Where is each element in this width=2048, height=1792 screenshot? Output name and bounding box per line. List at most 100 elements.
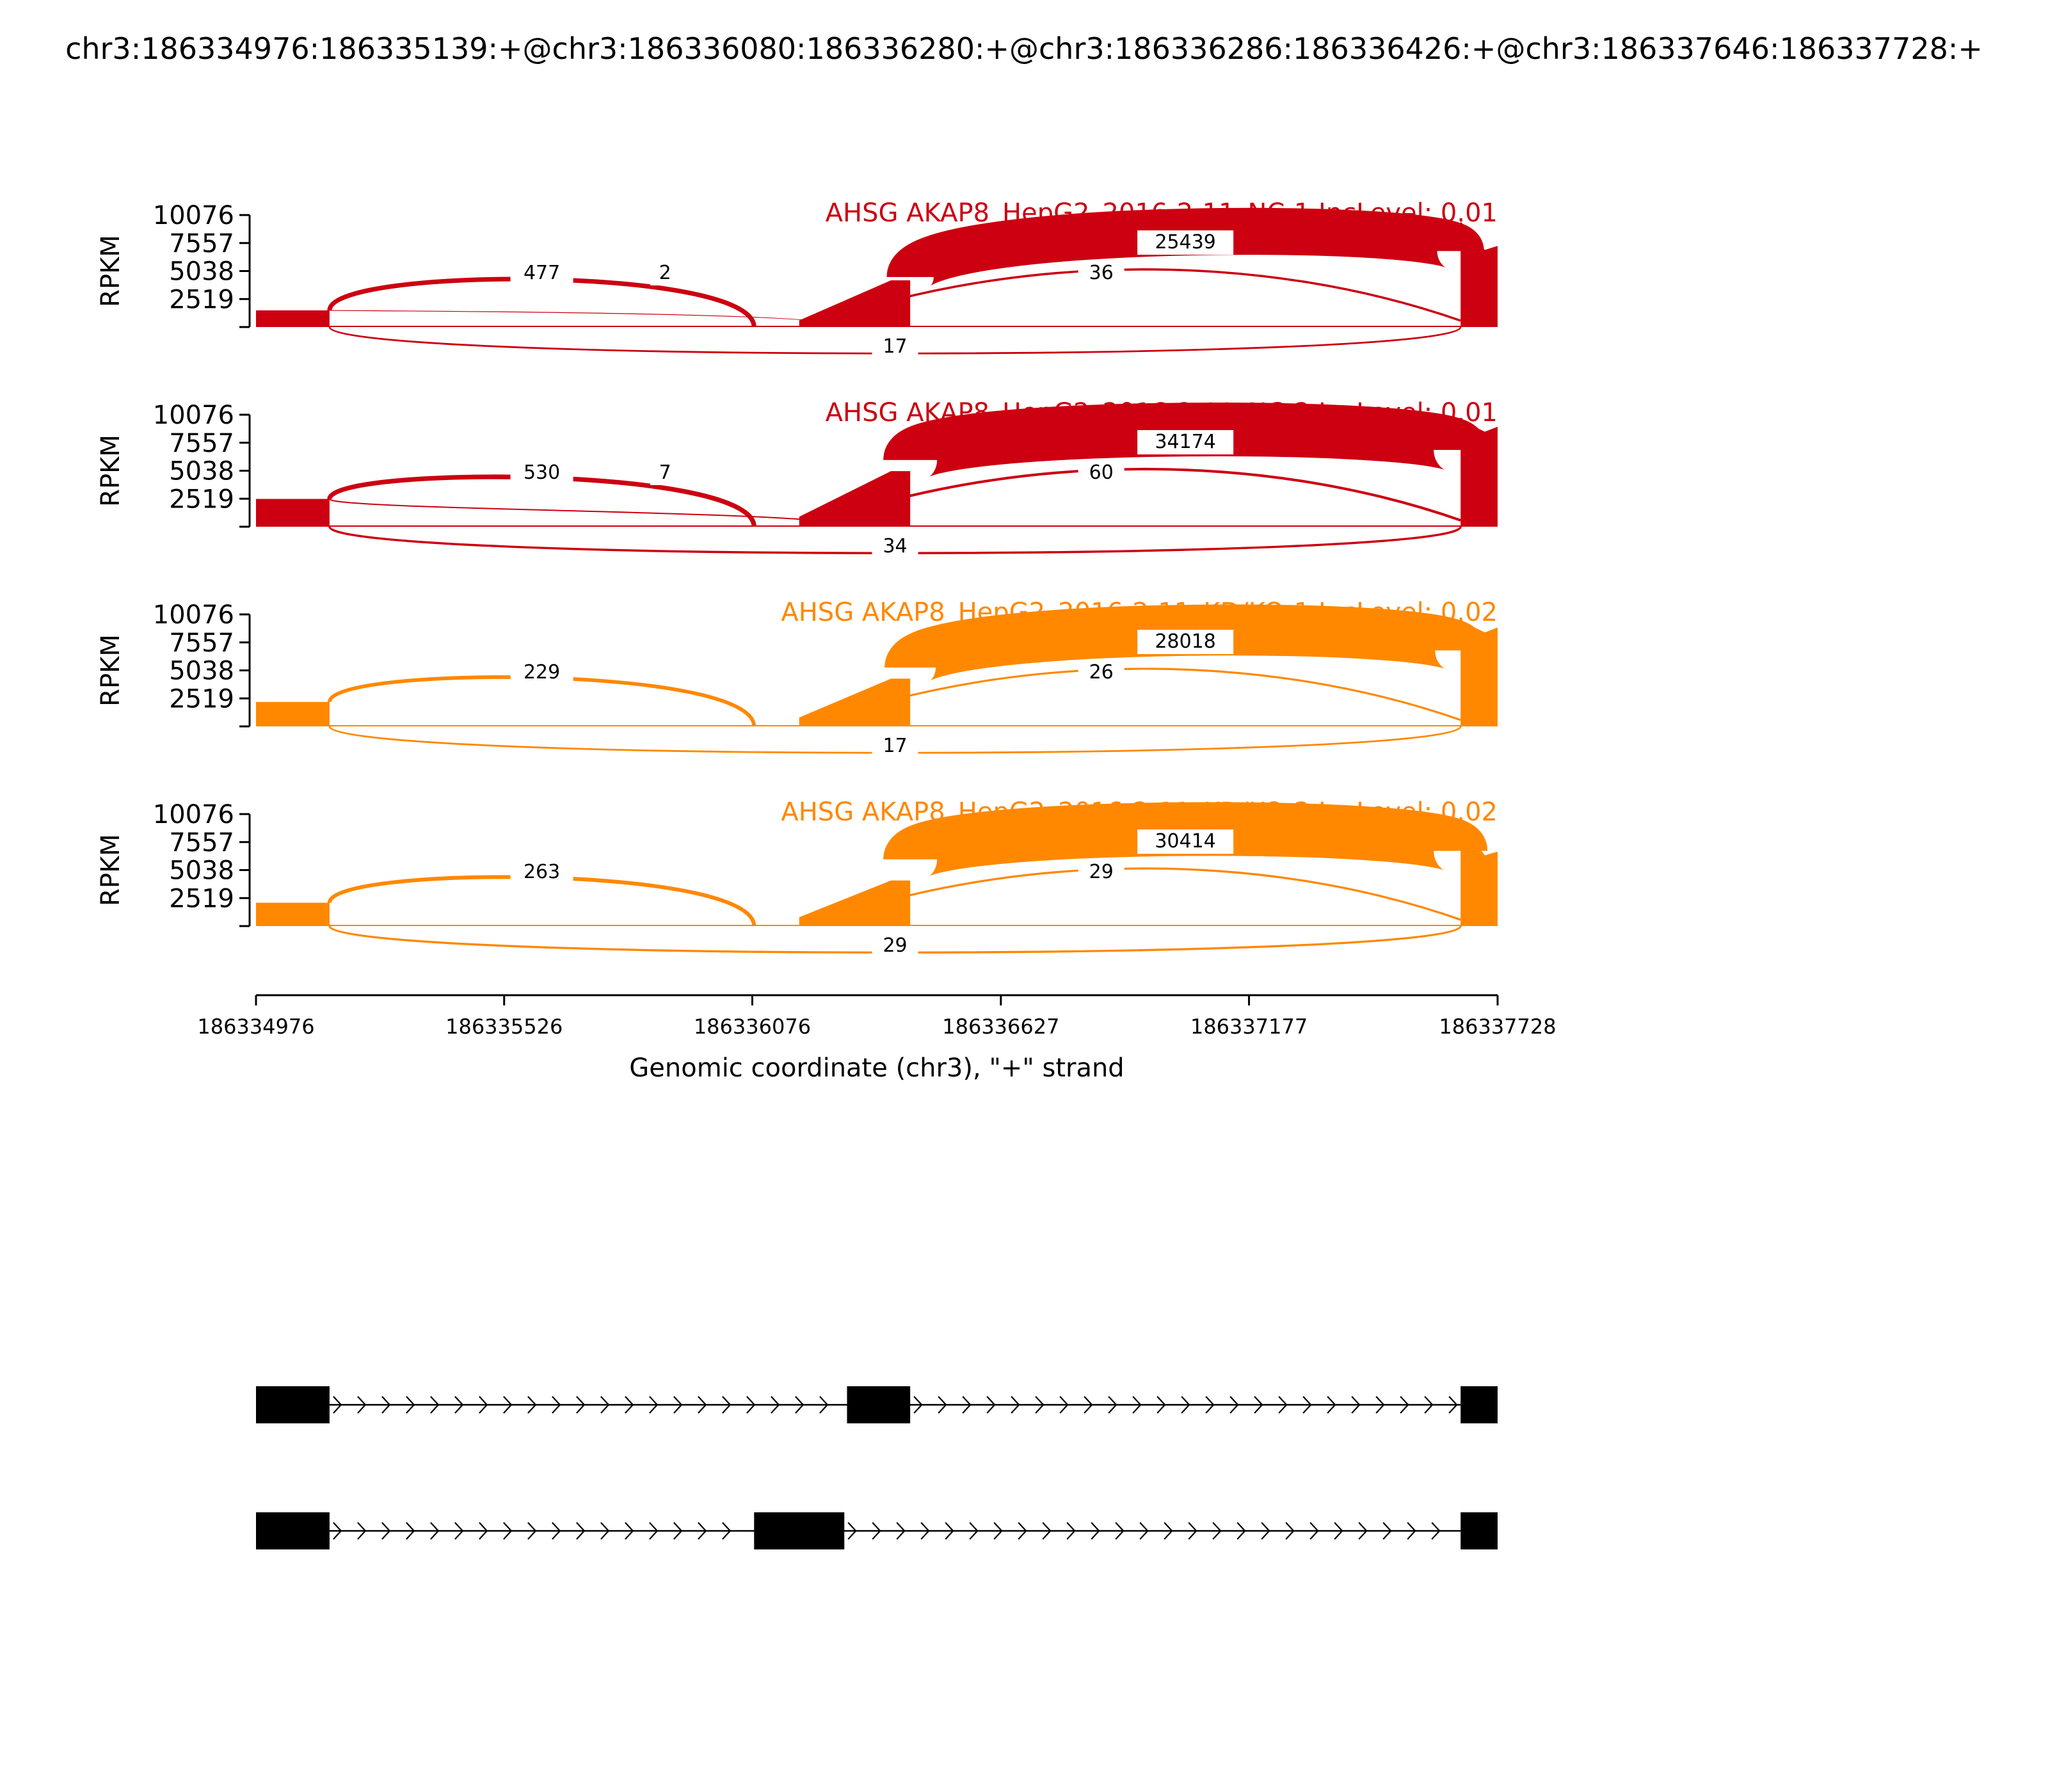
- strand-arrow: [1115, 1522, 1124, 1540]
- x-tick-label: 186337177: [1190, 1014, 1308, 1039]
- junction-label-box: [1137, 829, 1234, 854]
- isoform-track: [256, 1386, 1498, 1549]
- y-tick-label: 2519: [169, 684, 234, 714]
- strand-arrow: [847, 1522, 857, 1540]
- strand-arrow: [1084, 1396, 1093, 1414]
- coverage-exon2: [799, 880, 911, 926]
- strand-arrow: [1382, 1522, 1392, 1540]
- junction-arc: [844, 268, 1461, 322]
- strand-arrow: [986, 1396, 996, 1414]
- coverage-exon2: [799, 678, 911, 726]
- strand-arrow: [1164, 1522, 1173, 1540]
- strand-arrow: [1261, 1522, 1270, 1540]
- strand-arrow: [333, 1522, 342, 1540]
- junction-label-box: [510, 261, 573, 285]
- strand-arrow: [1188, 1522, 1197, 1540]
- strand-arrow: [1375, 1396, 1385, 1414]
- junction-arc: [844, 467, 1461, 522]
- coverage-exon1: [256, 701, 330, 726]
- strand-arrow: [625, 1522, 634, 1540]
- junction-count: 17: [883, 735, 907, 757]
- strand-arrow: [527, 1522, 537, 1540]
- strand-arrow: [1358, 1522, 1368, 1540]
- strand-arrow: [1205, 1396, 1215, 1414]
- y-axis-label: RPKM: [96, 634, 125, 707]
- y-tick-label: 5038: [169, 257, 234, 287]
- strand-arrow: [406, 1522, 415, 1540]
- junction-count: 36: [1089, 262, 1114, 284]
- junction-label-box: [510, 860, 573, 884]
- y-tick-label: 7557: [169, 429, 234, 458]
- strand-arrow: [722, 1522, 732, 1540]
- x-axis-label: Genomic coordinate (chr3), "+" strand: [629, 1053, 1124, 1083]
- y-tick-label: 10076: [153, 800, 234, 829]
- y-axis-label: RPKM: [96, 834, 125, 906]
- strand-arrow: [1035, 1396, 1044, 1414]
- exon-block: [256, 1512, 330, 1549]
- strand-arrow: [746, 1396, 756, 1414]
- exon-block: [847, 1386, 911, 1423]
- junction-arc: [327, 276, 756, 328]
- junction-label-box: [1137, 630, 1234, 654]
- strand-arrow: [454, 1522, 464, 1540]
- x-tick-label: 186334976: [197, 1014, 314, 1039]
- y-tick-label: 7557: [169, 229, 234, 259]
- junction-label-box: [650, 461, 680, 485]
- strand-arrow: [698, 1522, 707, 1540]
- y-axis-label: RPKM: [96, 435, 125, 507]
- y-tick-label: 2519: [169, 484, 234, 514]
- y-tick-label: 5038: [169, 657, 234, 686]
- strand-arrow: [872, 1522, 881, 1540]
- strand-arrow: [1018, 1522, 1027, 1540]
- isoform-2: [256, 1512, 1498, 1549]
- sample-panel: AHSG AKAP8_HepG2_2016-2-11_KD/KO-1 IncLe…: [96, 598, 1498, 758]
- strand-arrow: [406, 1396, 415, 1414]
- exon-block: [1460, 1512, 1498, 1549]
- y-tick-label: 10076: [153, 600, 234, 630]
- strand-arrow: [1327, 1396, 1336, 1414]
- strand-arrow: [962, 1396, 972, 1414]
- strand-arrow: [1407, 1522, 1416, 1540]
- strand-arrow: [1334, 1522, 1343, 1540]
- strand-arrow: [673, 1396, 683, 1414]
- strand-arrow: [819, 1396, 829, 1414]
- strand-arrow: [673, 1522, 683, 1540]
- junction-label-box: [1078, 660, 1124, 685]
- strand-arrow: [503, 1396, 513, 1414]
- coverage-exon2: [799, 471, 911, 527]
- x-tick-label: 186336627: [942, 1014, 1059, 1039]
- strand-arrow: [795, 1396, 804, 1414]
- x-tick-label: 186335526: [445, 1014, 563, 1039]
- junction-count: 530: [524, 461, 560, 484]
- junction-count: 29: [883, 934, 907, 957]
- strand-arrow: [1278, 1396, 1288, 1414]
- strand-arrow: [430, 1522, 440, 1540]
- junction-arc: [329, 310, 848, 328]
- y-tick-label: 5038: [169, 457, 234, 486]
- junction-count: 29: [1089, 861, 1114, 883]
- junction-count: 34174: [1155, 431, 1215, 453]
- sample-panel: AHSG AKAP8_HepG2_2016-2-11_NC-1 IncLevel…: [96, 198, 1498, 359]
- x-tick-label: 186337728: [1439, 1014, 1556, 1039]
- strand-arrow: [1091, 1522, 1100, 1540]
- junction-count: 25439: [1155, 231, 1215, 253]
- y-tick-label: 2519: [169, 285, 234, 314]
- junction-count: 2: [659, 262, 671, 284]
- coverage-exon1: [256, 310, 330, 327]
- x-axis: Genomic coordinate (chr3), "+" strand 18…: [197, 994, 1556, 1083]
- strand-arrow: [896, 1522, 906, 1540]
- junction-count: 28018: [1155, 630, 1215, 653]
- strand-arrow: [1139, 1522, 1149, 1540]
- strand-arrow: [913, 1396, 923, 1414]
- strand-arrow: [625, 1396, 634, 1414]
- junction-count: 229: [524, 661, 560, 684]
- junction-label-box: [1078, 261, 1124, 285]
- junction-count: 7: [659, 461, 671, 484]
- strand-arrow: [1132, 1396, 1142, 1414]
- junction-label-box: [872, 934, 918, 958]
- y-tick-label: 10076: [153, 201, 234, 230]
- junction-label-box: [1078, 860, 1124, 884]
- coverage-exon2: [799, 280, 911, 327]
- junction-count: 17: [883, 335, 907, 358]
